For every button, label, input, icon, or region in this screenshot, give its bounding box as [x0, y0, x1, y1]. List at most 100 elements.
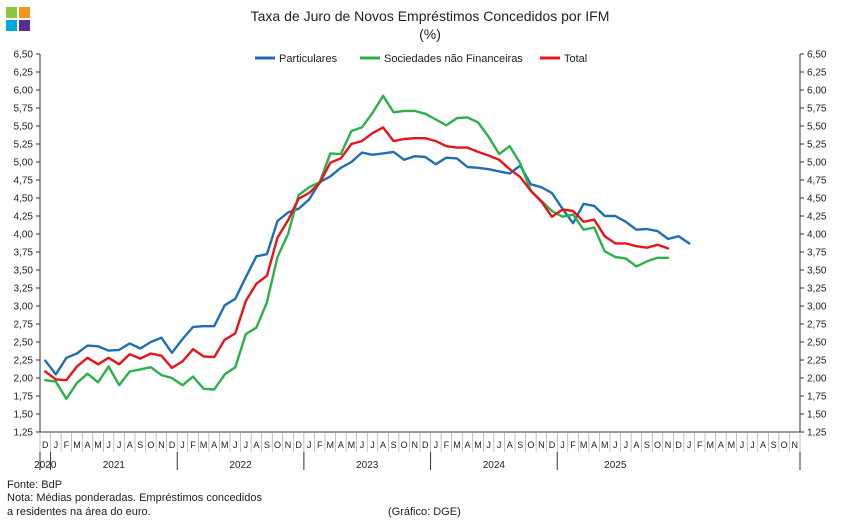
month-label: A [338, 440, 344, 450]
month-label: J [624, 440, 629, 450]
legend-label-2: Sociedades não Financeiras [384, 53, 523, 65]
month-label: J [54, 440, 59, 450]
month-label: N [538, 440, 545, 450]
month-label: D [675, 440, 682, 450]
month-label: J [613, 440, 618, 450]
y-tick-label-right: 1,75 [807, 392, 827, 403]
y-tick-label-left: 3,75 [14, 248, 34, 259]
y-tick-label-right: 3,00 [807, 302, 827, 313]
month-label: D [295, 440, 302, 450]
month-label: M [94, 440, 102, 450]
month-label: J [117, 440, 122, 450]
series-line-1 [44, 150, 691, 376]
logo-square-4 [19, 20, 30, 31]
chart-subtitle: (%) [419, 26, 441, 42]
month-label: M [453, 440, 461, 450]
y-tick-label-right: 4,00 [807, 230, 827, 241]
y-tick-label-right: 4,50 [807, 194, 827, 205]
y-tick-label-right: 4,75 [807, 176, 827, 187]
month-label: N [285, 440, 292, 450]
month-label: J [106, 440, 111, 450]
month-label: M [728, 440, 736, 450]
y-tick-label-left: 6,25 [14, 68, 34, 79]
month-label: S [137, 440, 143, 450]
y-tick-label-right: 3,50 [807, 266, 827, 277]
year-label: 2024 [483, 460, 506, 471]
month-label: O [654, 440, 661, 450]
logo-square-2 [19, 7, 30, 18]
month-label: A [84, 440, 90, 450]
y-tick-label-right: 3,25 [807, 284, 827, 295]
year-label: 2025 [604, 460, 627, 471]
month-label: A [211, 440, 217, 450]
y-tick-label-left: 4,50 [14, 194, 34, 205]
month-label: J [687, 440, 692, 450]
month-label: N [158, 440, 165, 450]
month-label: A [760, 440, 766, 450]
month-label: M [73, 440, 81, 450]
y-tick-label-left: 4,25 [14, 212, 34, 223]
month-label: A [464, 440, 470, 450]
y-tick-label-right: 6,25 [807, 68, 827, 79]
chart-title: Taxa de Juro de Novos Empréstimos Conced… [250, 8, 610, 24]
footnote-line-1: Nota: Médias ponderadas. Empréstimos con… [7, 492, 262, 504]
logo [6, 7, 31, 32]
month-label: J [434, 440, 439, 450]
y-tick-label-right: 5,75 [807, 104, 827, 115]
y-tick-label-left: 1,25 [14, 428, 34, 439]
y-tick-label-left: 4,75 [14, 176, 34, 187]
month-label: O [401, 440, 408, 450]
y-tick-label-left: 6,00 [14, 86, 34, 97]
month-label: J [233, 440, 238, 450]
month-label: F [444, 440, 450, 450]
month-label: A [380, 440, 386, 450]
y-tick-label-right: 2,75 [807, 320, 827, 331]
year-label: 2020 [34, 460, 57, 471]
y-tick-label-left: 2,50 [14, 338, 34, 349]
month-label: N [411, 440, 418, 450]
month-label: J [370, 440, 375, 450]
month-label: J [180, 440, 185, 450]
month-label: J [560, 440, 565, 450]
month-label: A [591, 440, 597, 450]
month-label: A [718, 440, 724, 450]
y-tick-label-right: 5,00 [807, 158, 827, 169]
month-label: F [317, 440, 323, 450]
y-tick-label-left: 5,50 [14, 122, 34, 133]
month-label: O [527, 440, 534, 450]
y-tick-label-right: 1,25 [807, 428, 827, 439]
month-label: O [781, 440, 788, 450]
month-label: M [348, 440, 356, 450]
y-tick-label-left: 2,00 [14, 374, 34, 385]
y-tick-label-left: 1,50 [14, 410, 34, 421]
y-tick-label-left: 6,50 [14, 50, 34, 61]
month-label: M [580, 440, 588, 450]
month-label: J [307, 440, 312, 450]
month-label: J [244, 440, 249, 450]
year-label: 2021 [103, 460, 126, 471]
y-tick-label-right: 1,50 [807, 410, 827, 421]
y-tick-label-left: 5,75 [14, 104, 34, 115]
chart-credit: (Gráfico: DGE) [388, 506, 461, 518]
y-tick-label-right: 4,25 [807, 212, 827, 223]
source-note: Fonte: BdP [7, 479, 63, 491]
y-tick-label-right: 3,75 [807, 248, 827, 259]
month-label: F [64, 440, 70, 450]
y-tick-label-right: 6,00 [807, 86, 827, 97]
y-tick-label-left: 5,25 [14, 140, 34, 151]
month-label: S [517, 440, 523, 450]
logo-square-1 [6, 7, 17, 18]
month-label: M [200, 440, 208, 450]
logo-square-3 [6, 20, 17, 31]
month-label: D [549, 440, 556, 450]
month-label: D [422, 440, 429, 450]
y-tick-label-left: 1,75 [14, 392, 34, 403]
y-tick-label-left: 5,00 [14, 158, 34, 169]
y-tick-label-left: 2,25 [14, 356, 34, 367]
y-tick-label-left: 4,00 [14, 230, 34, 241]
month-label: O [147, 440, 154, 450]
y-tick-label-right: 5,25 [807, 140, 827, 151]
month-label: S [264, 440, 270, 450]
y-tick-label-right: 2,50 [807, 338, 827, 349]
footnote-line-2: a residentes na área do euro. [7, 506, 151, 518]
